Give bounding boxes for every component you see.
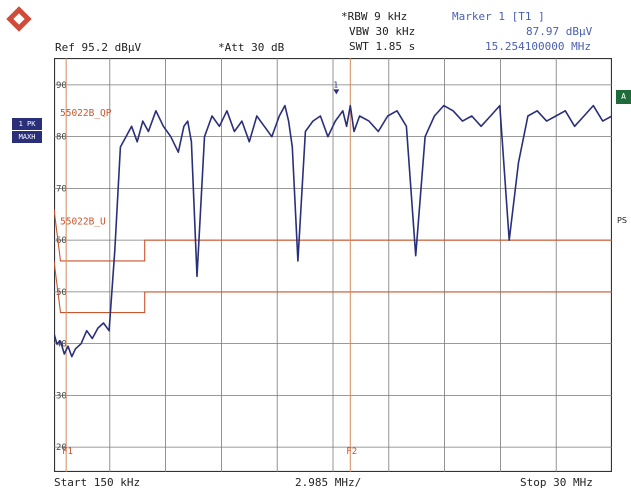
y-tick-label: 20 bbox=[56, 443, 67, 453]
y-tick-label: 90 bbox=[56, 81, 67, 91]
marker-icon bbox=[333, 89, 340, 95]
limit-line-label: 55022B_QP bbox=[60, 108, 112, 119]
y-tick-label: 70 bbox=[56, 184, 67, 194]
marker-frequency: 15.254100000 MHz bbox=[485, 40, 591, 53]
y-tick-label: 60 bbox=[56, 236, 67, 246]
limit-line bbox=[54, 209, 612, 262]
marker-title: Marker 1 [T1 ] bbox=[452, 10, 545, 23]
limit-line-label: 55022B_U bbox=[60, 217, 106, 228]
rohde-schwarz-logo-icon bbox=[6, 6, 32, 32]
marker-level: 87.97 dBμV bbox=[526, 25, 593, 38]
trace-mode-maxh-badge: MAXH bbox=[12, 131, 42, 143]
y-tick-label: 80 bbox=[56, 133, 67, 143]
start-frequency: Start 150 kHz bbox=[54, 476, 141, 489]
y-tick-label: 50 bbox=[56, 288, 67, 298]
attenuation-setting: *Att 30 dB bbox=[218, 41, 285, 54]
sweep-time-setting: SWT 1.85 s bbox=[349, 40, 416, 53]
span-per-division: 2.985 MHz/ bbox=[295, 476, 362, 489]
spectrum-trace bbox=[54, 104, 612, 358]
frequency-line-label: F1 bbox=[62, 447, 73, 457]
stop-frequency: Stop 30 MHz bbox=[520, 476, 593, 489]
frequency-line-label: F2 bbox=[346, 447, 357, 457]
reference-level: Ref 95.2 dBμV bbox=[55, 41, 142, 54]
limit-line bbox=[54, 260, 612, 314]
marker-label: 1 bbox=[333, 80, 338, 89]
trace-a-badge: A bbox=[616, 90, 631, 104]
y-tick-label: 30 bbox=[56, 391, 67, 401]
trace-mode-pk-badge: 1 PK bbox=[12, 118, 42, 130]
vbw-setting: VBW 30 kHz bbox=[349, 25, 416, 38]
ps-label: PS bbox=[617, 216, 627, 225]
rbw-setting: *RBW 9 kHz bbox=[341, 10, 408, 23]
